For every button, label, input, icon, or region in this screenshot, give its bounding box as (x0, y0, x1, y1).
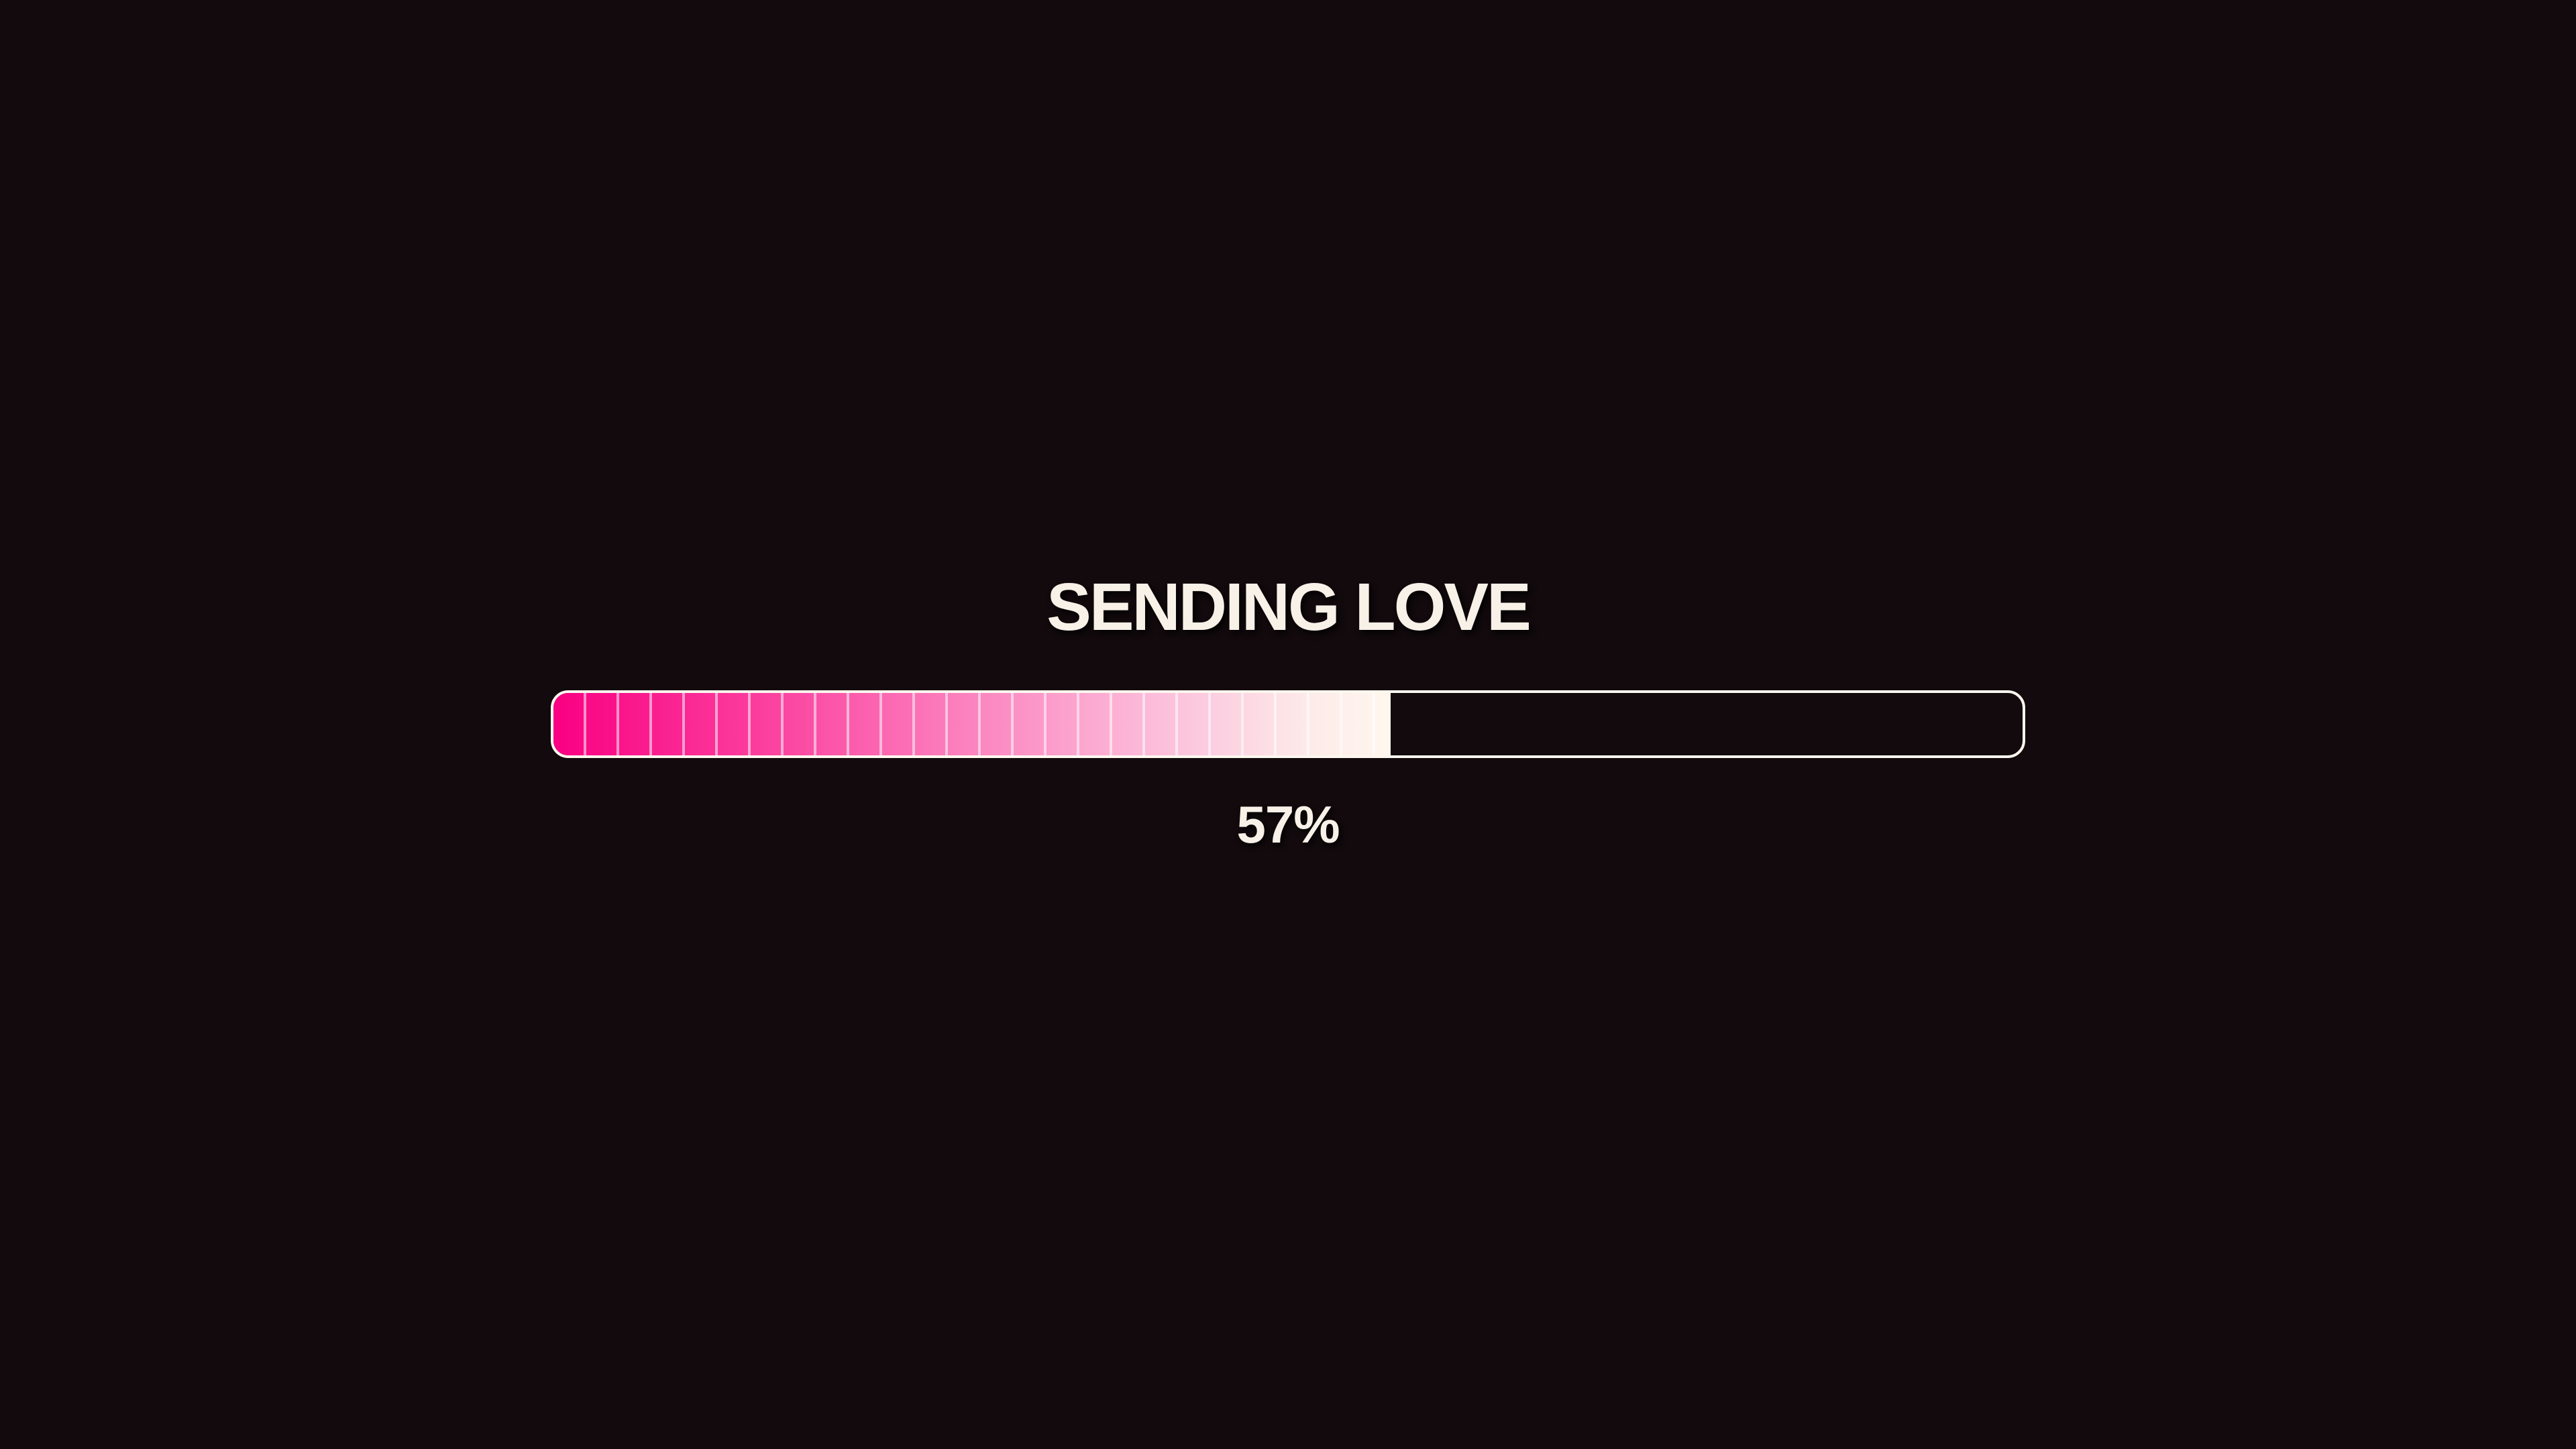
progress-percent-label: 57% (1236, 795, 1340, 854)
page-title: SENDING LOVE (1046, 570, 1532, 645)
progress-fill (553, 693, 1391, 755)
progress-bar (551, 690, 2025, 758)
